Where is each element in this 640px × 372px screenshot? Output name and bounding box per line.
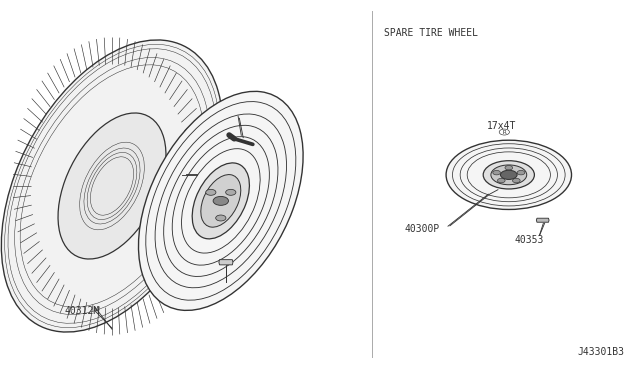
Ellipse shape [497,178,505,183]
Ellipse shape [1,40,223,332]
Polygon shape [219,260,233,265]
Text: R: R [502,129,506,135]
Ellipse shape [500,170,517,179]
Ellipse shape [58,113,166,259]
Ellipse shape [201,174,241,227]
Ellipse shape [493,170,500,175]
Ellipse shape [226,189,236,195]
Ellipse shape [513,178,520,183]
Text: 40300P: 40300P [404,224,440,234]
Ellipse shape [213,196,228,205]
Ellipse shape [483,161,534,189]
Ellipse shape [517,170,525,175]
Ellipse shape [216,215,226,221]
Polygon shape [536,218,549,222]
Ellipse shape [138,92,303,310]
Ellipse shape [446,140,572,209]
Ellipse shape [491,165,527,185]
Text: 40312M: 40312M [64,306,100,315]
Text: J43301B3: J43301B3 [577,347,624,357]
Text: 17x4T: 17x4T [487,122,516,131]
Text: 40224: 40224 [211,282,241,291]
Text: SPARE TIRE WHEEL: SPARE TIRE WHEEL [384,29,478,38]
Ellipse shape [505,166,513,170]
Ellipse shape [192,163,250,239]
Ellipse shape [205,189,216,195]
Text: 40311: 40311 [216,109,245,118]
Text: 40300P: 40300P [150,164,186,174]
Text: 40353: 40353 [515,235,544,245]
